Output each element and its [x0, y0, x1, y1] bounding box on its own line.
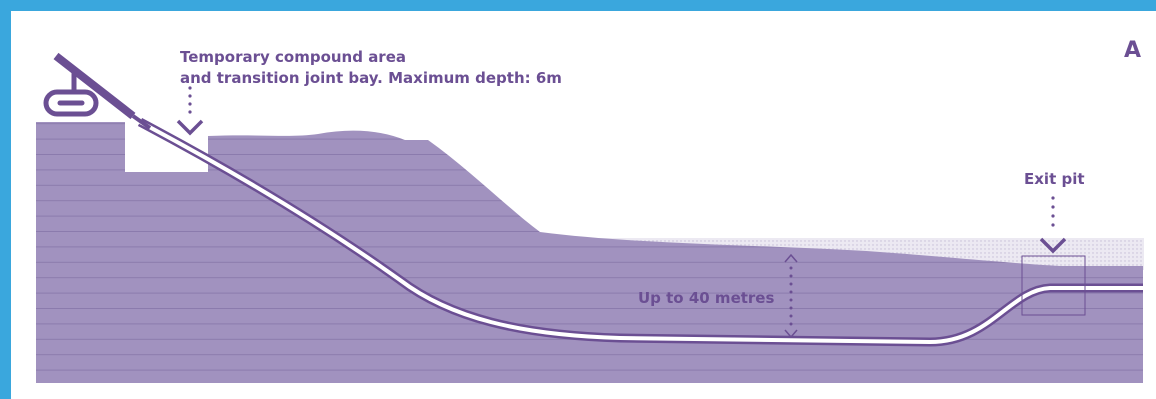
- compound-pointer: [188, 86, 192, 114]
- depth-arrow-bottom-icon: [784, 329, 798, 339]
- drill-rod-tip: [131, 114, 152, 130]
- exit-pointer: [1051, 196, 1055, 227]
- compound-label-line1: Temporary compound area: [180, 48, 407, 66]
- exit-down-arrow-icon: [1039, 237, 1067, 254]
- depth-arrow-top-icon: [784, 253, 798, 263]
- exit-pit-label: Exit pit: [1024, 170, 1085, 188]
- drilling-rig-icon: [43, 60, 99, 117]
- ground-section: [36, 122, 1143, 383]
- compound-label-line2: and transition joint bay. Maximum depth:…: [180, 69, 562, 87]
- exit-pit-box: [1021, 255, 1086, 316]
- depth-label: Up to 40 metres: [638, 289, 775, 307]
- down-arrow-icon: [176, 119, 204, 136]
- compound-label: Temporary compound area and transition j…: [180, 47, 562, 89]
- cable-route-inner: [139, 120, 1143, 345]
- corner-label: A: [1124, 38, 1142, 63]
- depth-dotted-line: [789, 266, 793, 326]
